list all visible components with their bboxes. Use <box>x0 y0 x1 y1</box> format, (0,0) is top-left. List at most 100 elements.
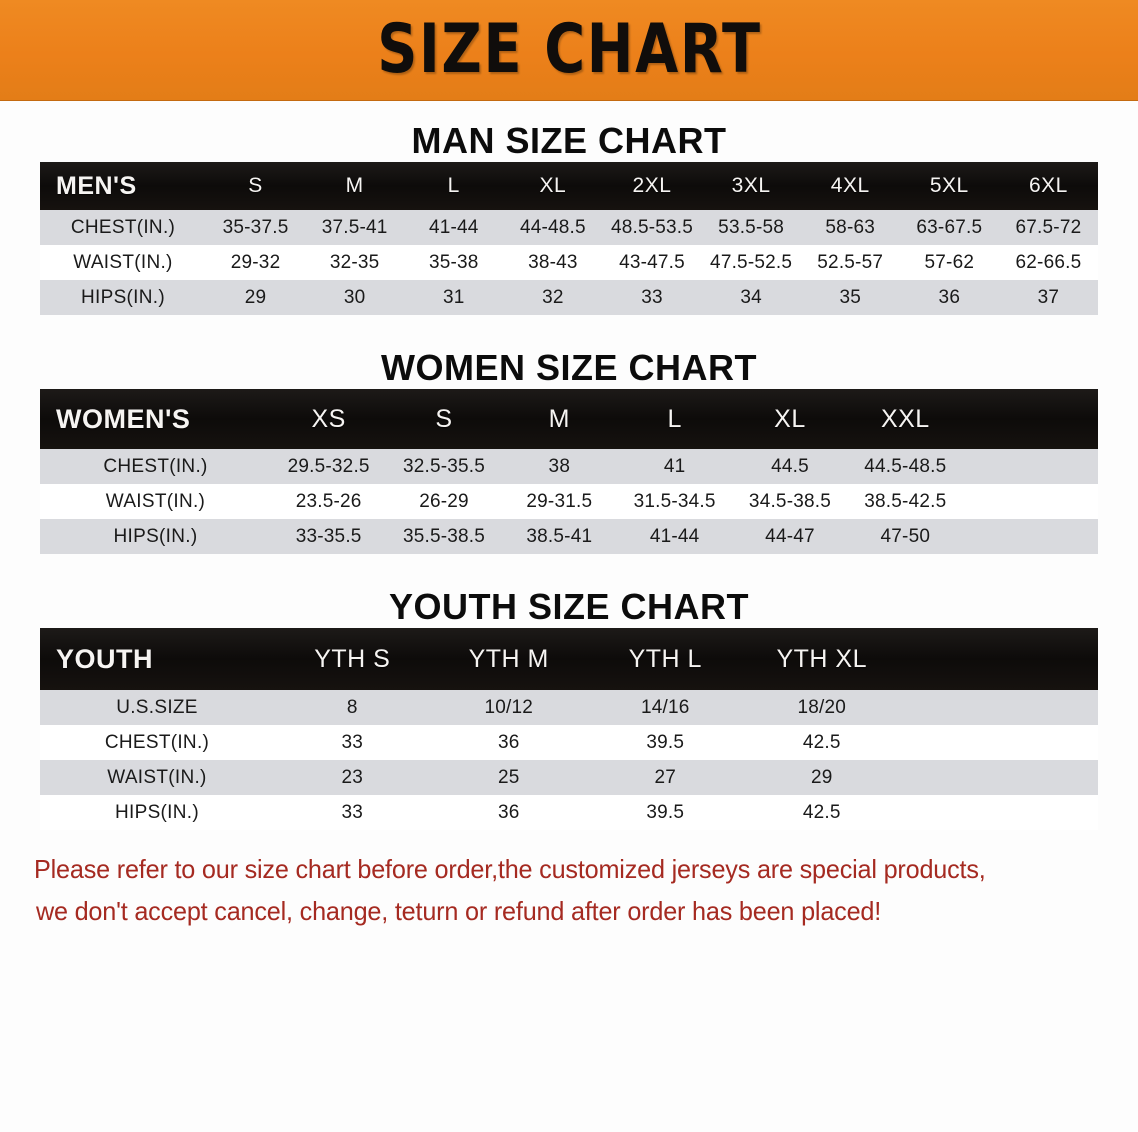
table-row: HIPS(IN.) 33-35.5 35.5-38.5 38.5-41 41-4… <box>40 519 1098 554</box>
man-hips-l: 31 <box>404 280 504 315</box>
youth-waist-xl: 29 <box>743 760 900 795</box>
table-row: WAIST(IN.) 23 25 27 29 <box>40 760 1098 795</box>
table-row: CHEST(IN.) 35-37.5 37.5-41 41-44 44-48.5… <box>40 210 1098 245</box>
man-chest-m: 37.5-41 <box>305 210 405 245</box>
women-col-header-s: S <box>435 404 453 433</box>
women-waist-s: 26-29 <box>386 484 502 519</box>
women-col-header-xl: XL <box>774 404 806 433</box>
women-row-spacer <box>963 484 1098 519</box>
youth-header-row: YOUTH YTH S YTH M YTH L YTH XL <box>40 628 1098 690</box>
women-row-label-hips: HIPS(IN.) <box>40 519 271 554</box>
women-chest-m: 38 <box>501 449 617 484</box>
women-row-label-chest: CHEST(IN.) <box>40 449 271 484</box>
youth-row-label-chest: CHEST(IN.) <box>40 725 274 760</box>
youth-ussize-m: 10/12 <box>430 690 587 725</box>
man-row-label-waist: WAIST(IN.) <box>40 245 206 280</box>
women-header-spacer <box>963 389 1098 449</box>
women-row-spacer <box>963 519 1098 554</box>
man-col-header-3xl: 3XL <box>731 174 771 197</box>
youth-waist-s: 23 <box>274 760 431 795</box>
youth-waist-m: 25 <box>430 760 587 795</box>
table-row: CHEST(IN.) 29.5-32.5 32.5-35.5 38 41 44.… <box>40 449 1098 484</box>
man-col-header-6xl: 6XL <box>1029 174 1068 197</box>
women-chest-xxl: 44.5-48.5 <box>847 449 963 484</box>
man-waist-m: 32-35 <box>305 245 405 280</box>
women-hips-l: 41-44 <box>616 519 733 554</box>
man-header-row: MEN'S S M L XL 2XL 3XL 4XL 5XL 6XL <box>40 162 1098 210</box>
women-waist-xs: 23.5-26 <box>271 484 387 519</box>
man-col-header-m: M <box>345 174 364 197</box>
youth-col-header-xl: YTH XL <box>776 644 868 673</box>
table-row: HIPS(IN.) 33 36 39.5 42.5 <box>40 795 1098 830</box>
women-waist-m: 29-31.5 <box>501 484 617 519</box>
table-row: CHEST(IN.) 33 36 39.5 42.5 <box>40 725 1098 760</box>
man-chest-4xl: 58-63 <box>800 210 900 245</box>
women-waist-l: 31.5-34.5 <box>616 484 733 519</box>
youth-table-body: U.S.SIZE 8 10/12 14/16 18/20 CHEST(IN.) … <box>40 690 1098 830</box>
youth-size-table: YOUTH YTH S YTH M YTH L YTH XL U.S.SIZE … <box>40 628 1098 830</box>
man-row-label-hips: HIPS(IN.) <box>40 280 206 315</box>
youth-hips-xl: 42.5 <box>743 795 900 830</box>
women-chart-wrap: WOMEN'S XS S M L XL XXL CHEST(IN.) 29.5-… <box>40 389 1098 554</box>
man-chest-6xl: 67.5-72 <box>998 210 1098 245</box>
man-hips-3xl: 34 <box>701 280 801 315</box>
disclaimer-note: Please refer to our size chart before or… <box>34 848 1072 932</box>
youth-chest-xl: 42.5 <box>743 725 900 760</box>
women-hips-xs: 33-35.5 <box>271 519 387 554</box>
women-header-row: WOMEN'S XS S M L XL XXL <box>40 389 1098 449</box>
youth-hips-m: 36 <box>430 795 587 830</box>
women-size-table: WOMEN'S XS S M L XL XXL CHEST(IN.) 29.5-… <box>40 389 1098 554</box>
youth-header-spacer <box>900 628 1098 690</box>
man-corner-label: MEN'S <box>56 171 137 200</box>
disclaimer-line-1: Please refer to our size chart before or… <box>34 854 986 884</box>
women-row-spacer <box>963 449 1098 484</box>
women-hips-xxl: 47-50 <box>847 519 963 554</box>
man-hips-s: 29 <box>206 280 306 315</box>
man-col-header-2xl: 2XL <box>632 174 672 197</box>
youth-row-label-hips: HIPS(IN.) <box>40 795 274 830</box>
youth-chest-m: 36 <box>430 725 587 760</box>
man-chest-3xl: 53.5-58 <box>701 210 801 245</box>
women-chest-xl: 44.5 <box>732 449 848 484</box>
man-hips-4xl: 35 <box>800 280 900 315</box>
women-chest-s: 32.5-35.5 <box>386 449 502 484</box>
youth-chest-s: 33 <box>274 725 431 760</box>
women-corner-label: WOMEN'S <box>56 403 191 434</box>
women-waist-xl: 34.5-38.5 <box>732 484 848 519</box>
youth-chest-l: 39.5 <box>587 725 744 760</box>
man-size-table: MEN'S S M L XL 2XL 3XL 4XL 5XL 6XL CHEST… <box>40 162 1098 315</box>
man-hips-xl: 32 <box>503 280 603 315</box>
women-waist-xxl: 38.5-42.5 <box>847 484 963 519</box>
table-row: HIPS(IN.) 29 30 31 32 33 34 35 36 37 <box>40 280 1098 315</box>
man-chest-xl: 44-48.5 <box>503 210 603 245</box>
youth-row-spacer <box>900 725 1098 760</box>
youth-col-header-s: YTH S <box>314 644 391 673</box>
youth-waist-l: 27 <box>587 760 744 795</box>
women-row-label-waist: WAIST(IN.) <box>40 484 271 519</box>
women-chest-l: 41 <box>616 449 733 484</box>
man-waist-3xl: 47.5-52.5 <box>701 245 801 280</box>
man-hips-6xl: 37 <box>998 280 1098 315</box>
women-col-header-xxl: XXL <box>880 404 930 433</box>
youth-hips-l: 39.5 <box>587 795 744 830</box>
table-row: U.S.SIZE 8 10/12 14/16 18/20 <box>40 690 1098 725</box>
youth-chart-wrap: YOUTH YTH S YTH M YTH L YTH XL U.S.SIZE … <box>40 628 1098 830</box>
man-col-header-s: S <box>248 174 263 197</box>
man-hips-m: 30 <box>305 280 405 315</box>
man-chart-wrap: MEN'S S M L XL 2XL 3XL 4XL 5XL 6XL CHEST… <box>40 162 1098 315</box>
man-table-head: MEN'S S M L XL 2XL 3XL 4XL 5XL 6XL <box>40 162 1098 210</box>
man-col-header-5xl: 5XL <box>929 174 969 197</box>
youth-section-heading: YOUTH SIZE CHART <box>388 586 749 627</box>
man-hips-2xl: 33 <box>602 280 702 315</box>
banner: SIZE CHART <box>0 0 1138 100</box>
youth-hips-s: 33 <box>274 795 431 830</box>
youth-ussize-l: 14/16 <box>587 690 744 725</box>
man-row-label-chest: CHEST(IN.) <box>40 210 206 245</box>
youth-col-header-m: YTH M <box>468 644 549 673</box>
youth-ussize-s: 8 <box>274 690 431 725</box>
women-hips-m: 38.5-41 <box>501 519 617 554</box>
man-section-heading: MAN SIZE CHART <box>411 120 727 161</box>
man-waist-s: 29-32 <box>206 245 306 280</box>
women-hips-xl: 44-47 <box>732 519 848 554</box>
